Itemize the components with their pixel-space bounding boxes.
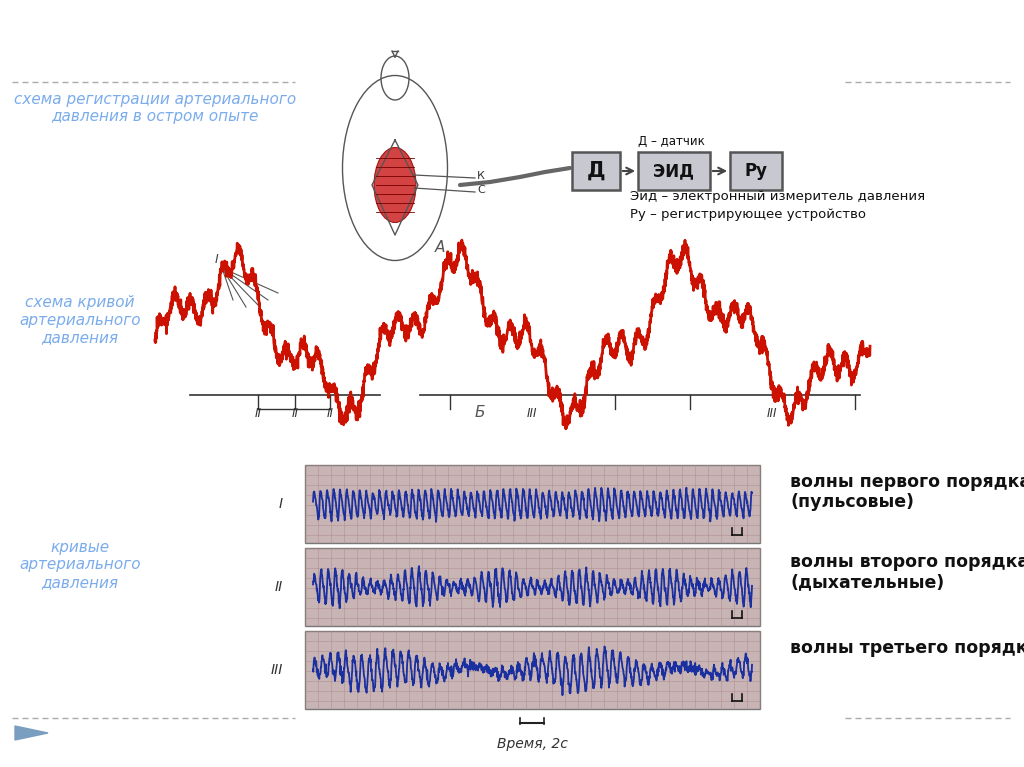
Text: волны первого порядка
(пульсовые): волны первого порядка (пульсовые) — [790, 472, 1024, 512]
Polygon shape — [15, 726, 48, 740]
Text: схема регистрации артериального
давления в остром опыте: схема регистрации артериального давления… — [14, 92, 296, 124]
Text: волны второго порядка
(дыхательные): волны второго порядка (дыхательные) — [790, 552, 1024, 591]
Bar — [305, 548, 760, 626]
Text: Д: Д — [587, 161, 605, 181]
Ellipse shape — [374, 147, 416, 222]
Text: Эид – электронный измеритель давления: Эид – электронный измеритель давления — [630, 190, 925, 203]
Text: К: К — [477, 171, 485, 181]
Text: III: III — [767, 407, 777, 420]
Text: кривые
артериального
давления: кривые артериального давления — [19, 540, 141, 590]
Text: схема кривой
артериального
давления: схема кривой артериального давления — [19, 295, 141, 345]
Text: II: II — [255, 407, 261, 420]
Text: III: III — [526, 407, 538, 420]
Bar — [305, 465, 760, 543]
Text: волны третьего порядка: волны третьего порядка — [790, 639, 1024, 657]
Text: I: I — [279, 497, 283, 511]
FancyBboxPatch shape — [572, 152, 620, 190]
Text: II: II — [274, 580, 283, 594]
Text: II: II — [292, 407, 299, 420]
Text: Б: Б — [475, 405, 485, 420]
Text: Ру: Ру — [744, 162, 768, 180]
Text: I: I — [215, 253, 219, 266]
FancyBboxPatch shape — [730, 152, 782, 190]
Text: Ру – регистрирующее устройство: Ру – регистрирующее устройство — [630, 208, 866, 221]
Text: С: С — [477, 185, 484, 195]
Text: Время, 2с: Время, 2с — [497, 737, 567, 751]
Bar — [305, 631, 760, 709]
Text: Д – датчик: Д – датчик — [638, 135, 705, 148]
Text: А: А — [435, 240, 445, 255]
Text: III: III — [270, 663, 283, 677]
Text: ЭИД: ЭИД — [653, 162, 694, 180]
Text: II: II — [327, 407, 334, 420]
FancyBboxPatch shape — [638, 152, 710, 190]
